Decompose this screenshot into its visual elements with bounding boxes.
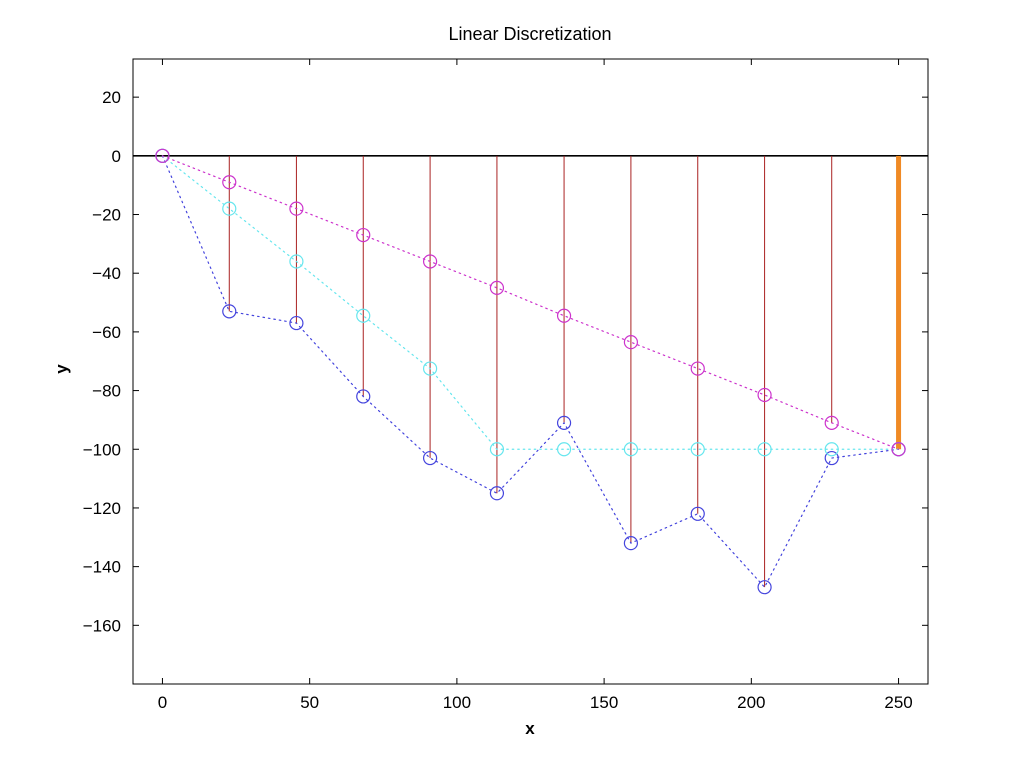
plot-frame xyxy=(132,58,929,685)
y-tick-label: 0 xyxy=(112,147,121,166)
series-cyan-point xyxy=(556,442,572,457)
series-magenta-point xyxy=(155,148,170,163)
series-blue-point xyxy=(356,389,371,404)
series-cyan-point xyxy=(356,308,371,323)
x-tick-label: 200 xyxy=(737,693,765,712)
y-tick-label: −40 xyxy=(92,264,121,283)
series-cyan-line xyxy=(161,155,900,450)
y-tick-label: −80 xyxy=(92,382,121,401)
series-cyan-point xyxy=(222,201,237,216)
series-magenta-point xyxy=(222,175,237,190)
plot-area: 0 50 100 150 200 250200−20−40−60−80−100−120−1… xyxy=(83,58,929,712)
y-tick-label: −20 xyxy=(92,206,121,225)
series-cyan-point xyxy=(623,442,639,457)
series-blue-point xyxy=(289,315,304,331)
series-blue-point xyxy=(422,450,438,466)
series-cyan-point xyxy=(690,442,705,457)
series-blue-point xyxy=(824,450,839,466)
series-blue-point xyxy=(489,486,505,501)
y-tick-label: −120 xyxy=(83,499,121,518)
series-magenta-point xyxy=(690,361,705,376)
series-cyan-point xyxy=(824,442,839,457)
series-blue-point xyxy=(690,506,705,521)
series-magenta-point xyxy=(824,415,839,430)
series-magenta-point xyxy=(289,201,304,216)
y-tick-label: −160 xyxy=(83,616,121,635)
series-cyan-point xyxy=(422,361,438,376)
series-magenta-point xyxy=(356,227,371,243)
x-tick-label: 100 xyxy=(443,693,471,712)
series-magenta-point xyxy=(891,442,906,457)
series-magenta-point xyxy=(422,254,438,269)
series-blue-line xyxy=(161,155,900,589)
y-axis-label: y xyxy=(52,364,71,374)
y-tick-label: −60 xyxy=(92,323,121,342)
series-blue-point xyxy=(222,304,237,319)
chart-title: Linear Discretization xyxy=(448,24,611,44)
series-blue-point xyxy=(556,415,572,430)
series-blue-point xyxy=(623,536,639,551)
x-tick-label: 0 xyxy=(158,693,167,712)
x-tick-label: 150 xyxy=(590,693,618,712)
series-magenta-point xyxy=(623,335,639,350)
y-tick-label: −100 xyxy=(83,440,121,459)
series-cyan-point xyxy=(289,254,304,269)
x-tick-label: 50 xyxy=(300,693,319,712)
y-tick-label: 20 xyxy=(102,88,121,107)
y-tick-label: −140 xyxy=(83,558,121,577)
series-blue-point xyxy=(757,580,772,595)
series-magenta-point xyxy=(489,280,505,295)
series-magenta-line xyxy=(161,155,900,450)
series-magenta-point xyxy=(757,387,772,403)
x-axis-label: x xyxy=(525,719,535,738)
series-cyan-point xyxy=(757,442,772,457)
x-tick-label: 250 xyxy=(884,693,912,712)
series-magenta-point xyxy=(556,308,572,323)
series-cyan-point xyxy=(489,442,505,457)
